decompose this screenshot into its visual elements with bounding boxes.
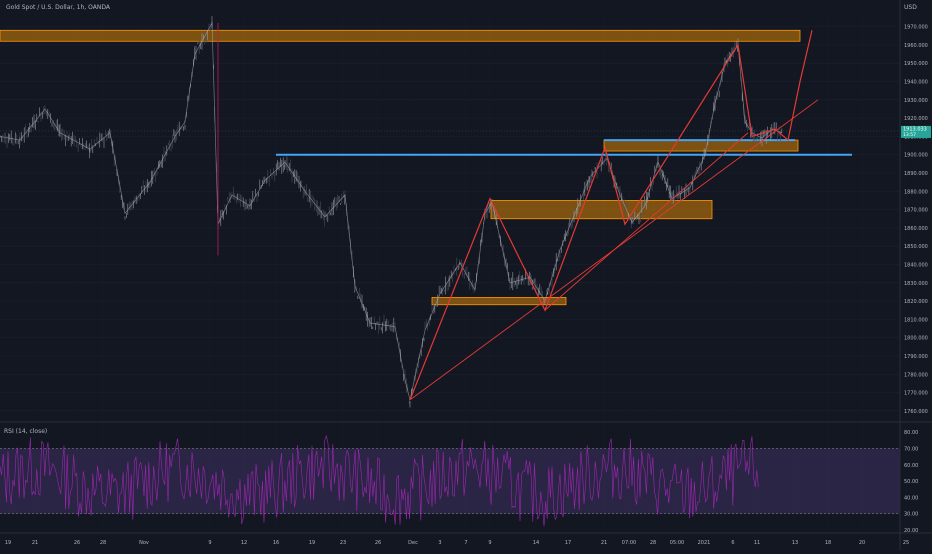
- time-tick-label: 9: [208, 540, 211, 546]
- price-tick-label: 1760.000: [904, 409, 928, 415]
- supply-demand-zone[interactable]: [431, 297, 567, 306]
- price-tick-label: 1800.000: [904, 336, 928, 342]
- price-tick-label: 1880.000: [904, 189, 928, 195]
- time-tick-label: 13: [792, 540, 798, 546]
- time-tick-label: 11: [754, 540, 760, 546]
- time-tick-label: 12: [241, 540, 247, 546]
- price-tick-label: 1940.000: [904, 80, 928, 86]
- currency-unit: USD: [904, 4, 917, 11]
- time-tick-label: 18: [825, 540, 831, 546]
- current-price-label: 1913.033: [903, 126, 927, 132]
- rsi-tick-label: 80.00: [904, 430, 918, 436]
- time-tick-label: 23: [340, 540, 346, 546]
- chart-title: Gold Spot / U.S. Dollar, 1h, OANDA: [6, 4, 110, 11]
- time-tick-label: 19: [5, 540, 11, 546]
- time-tick-label: Nov: [139, 540, 149, 546]
- price-tick-label: 1860.000: [904, 226, 928, 232]
- rsi-tick-label: 40.00: [904, 495, 918, 501]
- time-tick-label: 14: [533, 540, 539, 546]
- time-tick-label: 2021: [698, 540, 711, 546]
- price-line: [0, 21, 783, 400]
- price-tick-label: 1810.000: [904, 317, 928, 323]
- time-tick-label: 28: [100, 540, 106, 546]
- time-tick-label: 7: [464, 540, 467, 546]
- time-tick-label: 25: [903, 540, 909, 546]
- time-tick-label: 05:00: [670, 540, 684, 546]
- time-tick-label: 26: [375, 540, 381, 546]
- price-tick-label: 1790.000: [904, 354, 928, 360]
- trendline[interactable]: [544, 132, 749, 311]
- time-tick-label: 21: [32, 540, 38, 546]
- rsi-tick-label: 60.00: [904, 463, 918, 469]
- time-tick-label: 19: [309, 540, 315, 546]
- price-tick-label: 1890.000: [904, 171, 928, 177]
- supply-demand-zone[interactable]: [0, 29, 801, 42]
- time-tick-label: 20: [859, 540, 865, 546]
- price-tick-label: 1970.000: [904, 25, 928, 31]
- current-price-countdown: 13:57: [903, 132, 916, 138]
- supply-demand-zone[interactable]: [490, 200, 713, 220]
- time-tick-label: 07:00: [622, 540, 636, 546]
- time-tick-label: 21: [601, 540, 607, 546]
- time-tick-label: 16: [273, 540, 279, 546]
- time-tick-label: 6: [731, 540, 734, 546]
- price-tick-label: 1850.000: [904, 244, 928, 250]
- supply-demand-zone[interactable]: [603, 139, 799, 152]
- rsi-tick-label: 30.00: [904, 512, 918, 518]
- price-tick-label: 1950.000: [904, 61, 928, 67]
- rsi-tick-label: 50.00: [904, 479, 918, 485]
- price-tick-label: 1770.000: [904, 391, 928, 397]
- rsi-tick-label: 70.00: [904, 446, 918, 452]
- price-tick-label: 1930.000: [904, 98, 928, 104]
- rsi-line: [0, 434, 759, 527]
- rsi-indicator-label: RSI (14, close): [4, 428, 48, 435]
- price-tick-label: 1900.000: [904, 153, 928, 159]
- current-price-badge: [901, 125, 931, 138]
- time-tick-label: 17: [565, 540, 571, 546]
- price-tick-label: 1820.000: [904, 299, 928, 305]
- price-tick-label: 1780.000: [904, 372, 928, 378]
- price-tick-label: 1830.000: [904, 281, 928, 287]
- time-tick-label: Dec: [408, 540, 418, 546]
- rsi-tick-label: 20.00: [904, 528, 918, 534]
- rsi-band: [0, 448, 900, 514]
- time-tick-label: 28: [650, 540, 656, 546]
- time-tick-label: 3: [438, 540, 441, 546]
- price-tick-label: 1920.000: [904, 116, 928, 122]
- price-tick-label: 1870.000: [904, 208, 928, 214]
- time-tick-label: 26: [74, 540, 80, 546]
- price-tick-label: 1840.000: [904, 262, 928, 268]
- price-tick-label: 1960.000: [904, 43, 928, 49]
- projection-path[interactable]: [409, 30, 813, 401]
- time-tick-label: 9: [488, 540, 491, 546]
